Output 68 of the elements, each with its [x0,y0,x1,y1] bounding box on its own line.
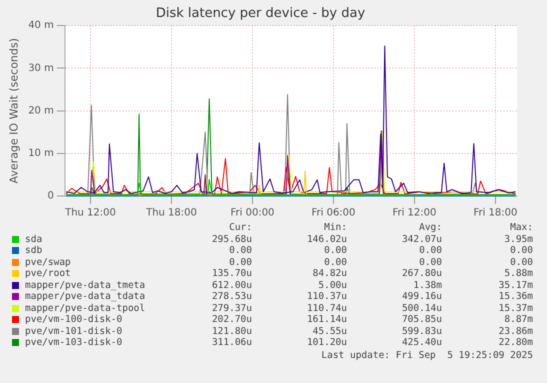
legend-label: pve/root [25,268,71,280]
text: 5.88m [503,268,533,280]
y-tick-label: 30 m [28,62,54,74]
text: Min: [323,222,347,234]
text: 0.00 [509,256,533,268]
y-tick-label: 40 m [28,20,54,32]
y-axis-title: Average IO Wait (seconds) [7,38,20,184]
text: 267.80u [400,268,442,280]
text: 500.14u [400,302,442,314]
text: 0.00 [323,256,347,268]
legend-label: mapper/pve-data_tmeta [25,280,146,291]
x-tick-label: Fri 06:00 [311,208,356,219]
text: 101.20u [306,337,347,348]
legend-label: pve/swap [25,256,71,268]
text: 110.37u [306,291,347,302]
legend-label: pve/vm-101-disk-0 [25,326,122,337]
text: 202.70u [210,314,252,326]
text: 15.37m [498,302,533,314]
text: 0.00 [509,245,533,256]
text: 0.00 [228,256,252,268]
x-tick-label: Fri 18:00 [473,208,518,219]
text: 278.53u [210,291,252,302]
legend-label: sdb [25,245,42,256]
text: 1.38m [412,280,442,291]
text: 295.68u [210,234,252,245]
text: 612.00u [210,280,252,291]
text: 84.82u [312,268,347,280]
legend-label: mapper/pve-data-tpool [25,302,146,314]
x-tick-label: Fri 12:00 [392,208,436,219]
text: Cur: [228,222,252,234]
text: 342.07u [400,234,442,245]
chart-title: Disk latency per device - by day [156,6,366,22]
text: 705.85u [400,314,442,326]
text: 5.00u [317,280,347,291]
text: 146.02u [306,234,347,245]
text: 8.87m [503,314,533,326]
legend-label: mapper/pve-data_tdata [25,291,146,302]
legend-label: sda [25,234,42,245]
text: 110.74u [306,302,347,314]
text: 599.83u [400,326,442,337]
x-tick-label: Thu 12:00 [64,208,116,219]
text: Last update: Fri Sep 5 19:25:09 2025 [320,350,533,361]
text: 45.55u [312,326,347,337]
text: 135.70u [210,268,252,280]
y-tick-label: 20 m [28,105,54,116]
text: 279.37u [210,302,252,314]
text: 499.16u [400,291,442,302]
text: 15.36m [498,291,533,302]
text: 0.00 [228,245,252,256]
y-tick-label: 10 m [28,148,54,159]
text: 0.00 [323,245,347,256]
text: 3.95m [503,234,533,245]
text: 121.80u [210,326,252,337]
text: 35.17m [498,280,533,291]
text: Avg: [418,222,442,234]
text: 23.86m [498,326,533,337]
text: 161.14u [306,314,347,326]
text: 22.80m [498,337,533,348]
y-tick-label: 0 [47,190,54,202]
text: 425.40u [400,337,442,348]
text: 311.06u [210,337,252,348]
x-tick-label: Thu 18:00 [145,208,197,219]
text: Max: [509,222,533,234]
text: 0.00 [418,245,442,256]
legend-label: pve/vm-100-disk-0 [25,314,122,326]
text: 0.00 [418,256,442,268]
x-tick-label: Fri 00:00 [230,208,274,219]
legend-label: pve/vm-103-disk-0 [25,337,122,348]
